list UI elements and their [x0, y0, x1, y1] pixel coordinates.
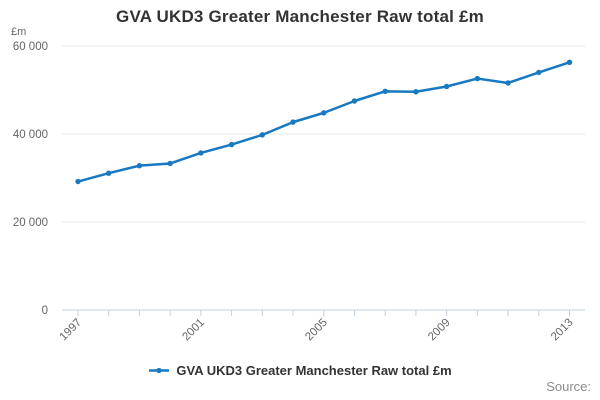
data-point-marker[interactable] [382, 88, 388, 95]
data-point-marker[interactable] [136, 162, 143, 169]
data-point-marker[interactable] [413, 89, 419, 95]
y-tick-label: 40 000 [13, 129, 48, 141]
data-point-marker[interactable] [290, 119, 296, 125]
y-tick-label: 20 000 [13, 217, 48, 229]
data-point-marker[interactable] [75, 178, 81, 185]
series-line[interactable] [76, 61, 571, 183]
data-point-marker[interactable] [443, 83, 450, 90]
legend-line-marker-icon [149, 367, 170, 374]
data-point-marker[interactable] [198, 150, 204, 156]
data-point-marker[interactable] [259, 132, 266, 138]
legend-label: GVA UKD3 Greater Manchester Raw total £m [176, 363, 452, 378]
data-point-marker[interactable] [106, 170, 112, 176]
chart-title: GVA UKD3 Greater Manchester Raw total £m [116, 7, 484, 26]
x-tick-label: 2005 [303, 317, 330, 344]
x-tick-label: 1997 [58, 317, 85, 344]
x-tick-label: 2001 [180, 317, 207, 344]
data-point-marker[interactable] [474, 75, 481, 82]
data-point-marker[interactable] [321, 110, 327, 116]
x-tick-label: 2009 [426, 317, 453, 344]
data-point-marker[interactable] [566, 59, 573, 65]
data-point-marker[interactable] [228, 141, 235, 148]
data-point-marker[interactable] [167, 160, 173, 167]
source-label: Source: [546, 379, 591, 394]
legend-item[interactable]: GVA UKD3 Greater Manchester Raw total £m [0, 363, 600, 378]
y-tick-label: 60 000 [13, 41, 48, 53]
y-axis-unit-label: £m [11, 26, 27, 38]
data-point-marker[interactable] [351, 98, 358, 104]
data-point-marker[interactable] [536, 69, 542, 76]
x-tick-label: 2013 [549, 317, 576, 344]
y-tick-label: 0 [42, 305, 48, 317]
data-point-marker[interactable] [505, 80, 511, 86]
